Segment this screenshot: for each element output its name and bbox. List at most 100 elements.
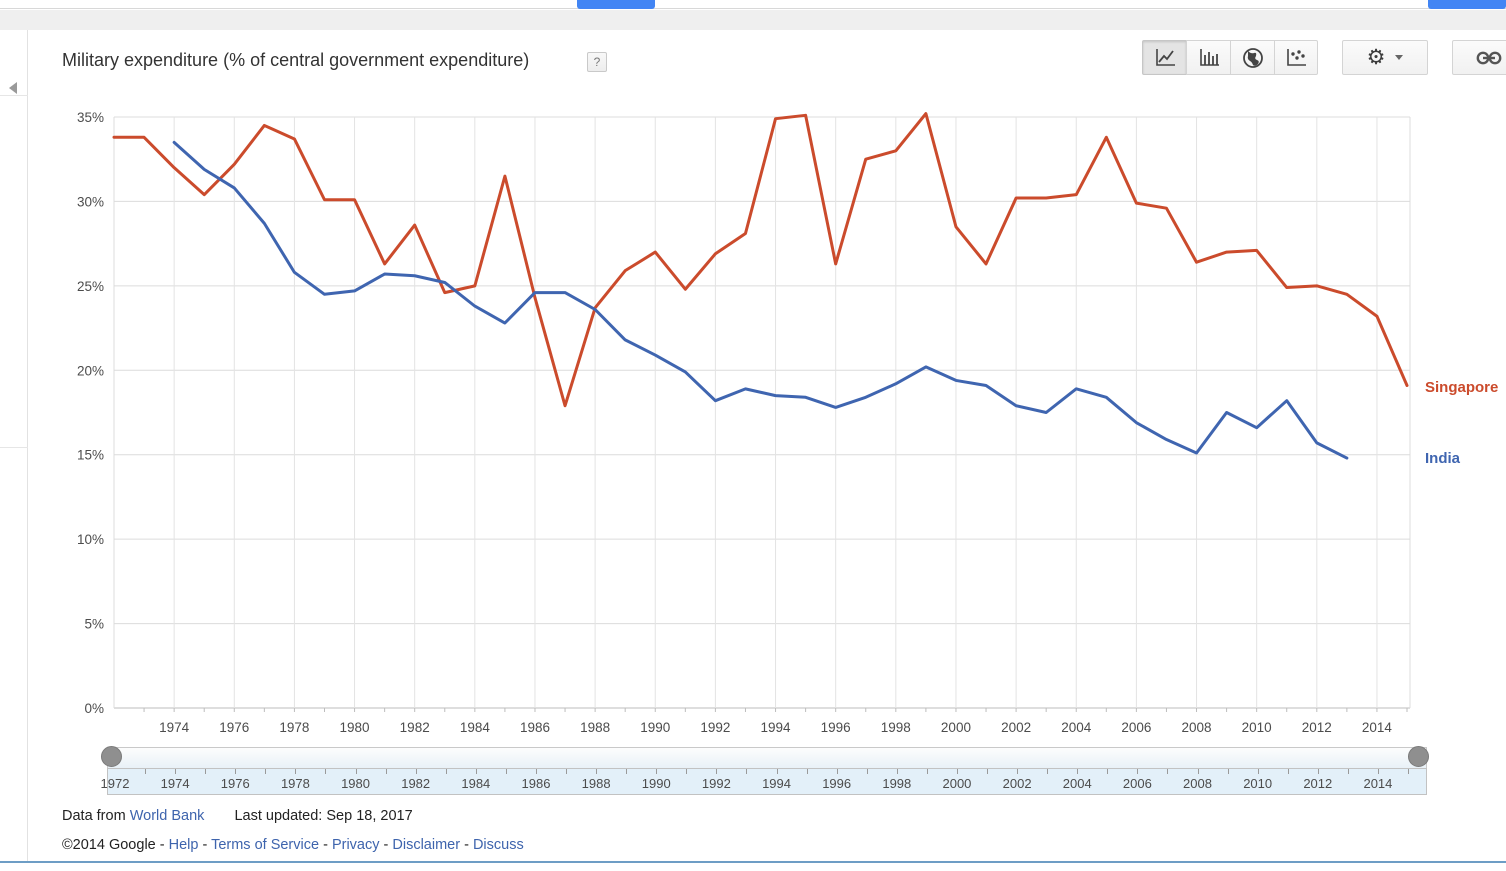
y-axis-label: 0% [84, 701, 104, 716]
settings-button[interactable]: ⚙ [1342, 40, 1428, 75]
slider-tick [205, 769, 207, 774]
rail-divider [0, 447, 28, 448]
slider-tick [145, 769, 147, 774]
slider-handle-right[interactable] [1408, 746, 1429, 767]
copyright-line: ©2014 Google - Help - Terms of Service -… [62, 837, 524, 853]
slider-tick [776, 769, 778, 774]
footer-link-privacy[interactable]: Privacy [331, 837, 380, 853]
slider-tick [596, 769, 598, 774]
slider-year-label: 2002 [1002, 776, 1032, 791]
chart-type-button-group [1142, 40, 1318, 75]
slider-year-label: 1990 [641, 776, 671, 791]
slider-year-label: 2000 [942, 776, 972, 791]
y-axis-label: 10% [77, 532, 104, 547]
footer-link-help[interactable]: Help [168, 837, 199, 853]
chart-canvas[interactable]: 0% 5% 10% 15% 20% 25% 30% 35% 1974 1976 1978 1980 19… [0, 0, 1506, 745]
line-chart-button[interactable] [1142, 40, 1186, 75]
share-link-button[interactable] [1452, 40, 1506, 75]
x-axis-label: 1982 [400, 720, 430, 735]
slider-tick [836, 769, 838, 774]
slider-tick [1227, 769, 1229, 774]
slider-tick [1408, 769, 1409, 774]
link-icon [1476, 51, 1502, 64]
slider-handle-left[interactable] [101, 746, 122, 767]
legend-singapore[interactable]: Singapore [1425, 379, 1499, 396]
slider-tick [896, 769, 898, 774]
slider-year-label: 1984 [461, 776, 491, 791]
x-axis-label: 2006 [1121, 720, 1151, 735]
slider-tick [987, 769, 989, 774]
india-line-series[interactable] [172, 140, 1349, 460]
footer-separator: - [155, 837, 169, 853]
collapse-sidebar-icon[interactable] [9, 82, 17, 94]
footer-links: - Help - Terms of Service - Privacy - Di… [156, 837, 524, 853]
slider-tick [1107, 769, 1109, 774]
footer-link-disclaimer[interactable]: Disclaimer [392, 837, 461, 853]
world-bank-link[interactable]: World Bank [129, 808, 205, 824]
slider-tick [1287, 769, 1289, 774]
slider-year-label: 1978 [280, 776, 310, 791]
slider-tick [445, 769, 447, 774]
scatter-chart-button[interactable] [1274, 40, 1318, 75]
gear-icon: ⚙ [1366, 46, 1386, 69]
footer-separator: - [460, 837, 473, 853]
slider-tick [1017, 769, 1019, 774]
footer-link-discuss[interactable]: Discuss [472, 837, 524, 853]
x-axis-label: 1992 [700, 720, 730, 735]
slider-tick [926, 769, 928, 774]
slider-year-label: 1996 [822, 776, 852, 791]
slider-tick [535, 769, 537, 774]
footer-link-terms-of-service[interactable]: Terms of Service [211, 837, 320, 853]
slider-tick [385, 769, 387, 774]
slider-tick [355, 769, 357, 774]
slider-tick [806, 769, 808, 774]
map-chart-button[interactable] [1230, 40, 1274, 75]
x-axis-label: 1986 [520, 720, 550, 735]
time-slider-track[interactable] [107, 747, 1427, 768]
x-axis-label: 2014 [1362, 720, 1393, 735]
slider-tick [1137, 769, 1139, 774]
slider-tick [686, 769, 688, 774]
slider-year-label: 1972 [100, 776, 130, 791]
blue-button-fragment-right[interactable] [1428, 0, 1506, 9]
legend-india[interactable]: India [1425, 450, 1461, 467]
slider-tick [956, 769, 958, 774]
column-chart-icon [1199, 48, 1219, 66]
copyright-label: ©2014 Google [62, 837, 156, 853]
rail-divider [0, 95, 28, 96]
x-axis-label: 2012 [1302, 720, 1332, 735]
x-axis-label: 1974 [159, 720, 190, 735]
slider-year-label: 1974 [160, 776, 190, 791]
slider-tick [866, 769, 868, 774]
top-strip [0, 0, 1506, 9]
singapore-line-series[interactable] [112, 112, 1409, 408]
slider-tick [265, 769, 267, 774]
slider-tick [626, 769, 628, 774]
x-axis-label: 1998 [881, 720, 911, 735]
slider-tick [475, 769, 477, 774]
slider-tick [716, 769, 718, 774]
slider-tick [1197, 769, 1199, 774]
chevron-down-icon [1395, 55, 1404, 60]
slider-year-label: 2014 [1363, 776, 1393, 791]
slider-tick [415, 769, 417, 774]
y-axis-label: 5% [84, 617, 104, 632]
slider-tick [656, 769, 658, 774]
data-source-line: Data from World Bank Last updated: Sep 1… [62, 808, 413, 824]
slider-tick [566, 769, 568, 774]
page-background-band [0, 10, 1506, 30]
blue-button-fragment-left[interactable] [577, 0, 655, 9]
globe-icon [1242, 47, 1263, 68]
slider-tick [1317, 769, 1319, 774]
slider-tick [505, 769, 507, 774]
x-axis-label: 2008 [1181, 720, 1211, 735]
slider-year-label: 1988 [581, 776, 611, 791]
x-axis-label: 1996 [821, 720, 851, 735]
slider-tick [1377, 769, 1379, 774]
slider-tick [295, 769, 297, 774]
column-chart-button[interactable] [1186, 40, 1230, 75]
slider-year-label: 1994 [762, 776, 791, 791]
y-axis-label: 25% [77, 279, 104, 294]
help-button[interactable]: ? [587, 52, 607, 72]
slider-year-label: 2004 [1062, 776, 1092, 791]
